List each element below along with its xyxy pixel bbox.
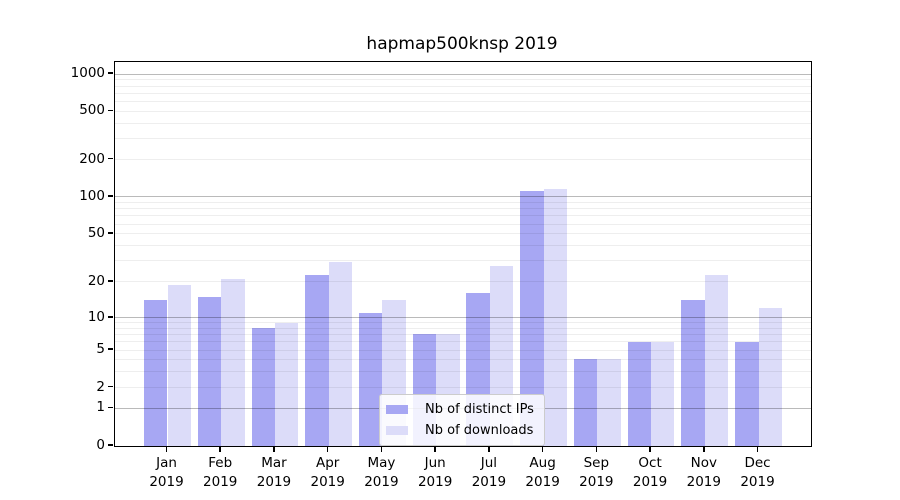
y-tick-mark bbox=[108, 385, 113, 388]
bar-downloads bbox=[221, 279, 245, 446]
y-tick-mark bbox=[108, 157, 113, 160]
x-tick-mark bbox=[541, 446, 544, 452]
y-tick-mark bbox=[108, 195, 113, 197]
bar-distinct-ips bbox=[520, 190, 544, 446]
bar-distinct-ips bbox=[681, 300, 705, 446]
x-tick-mark bbox=[380, 446, 383, 452]
y-tick-mark bbox=[108, 348, 113, 350]
bar-downloads bbox=[328, 262, 353, 446]
bar-distinct-ips bbox=[573, 359, 598, 446]
x-tick-label: Jul 2019 bbox=[471, 455, 507, 490]
y-tick-label: 500 bbox=[79, 102, 105, 119]
y-tick-label: 1000 bbox=[70, 65, 105, 82]
y-tick-label: 50 bbox=[87, 224, 105, 241]
bar-downloads bbox=[167, 284, 191, 446]
x-tick-label: Mar 2019 bbox=[256, 455, 292, 490]
y-tick-mark bbox=[108, 72, 113, 74]
y-tick-mark bbox=[108, 280, 113, 282]
legend-item: Nb of distinct IPs bbox=[386, 401, 534, 418]
y-tick-label: 20 bbox=[87, 272, 105, 289]
x-tick-mark bbox=[703, 446, 705, 452]
y-tick-mark bbox=[108, 109, 113, 112]
bar-downloads bbox=[543, 188, 567, 446]
x-tick-mark bbox=[273, 446, 275, 452]
x-tick-label: Dec 2019 bbox=[740, 455, 775, 490]
x-tick-label: Aug 2019 bbox=[525, 455, 560, 490]
bars-layer bbox=[115, 62, 811, 446]
bar-distinct-ips bbox=[144, 300, 168, 446]
x-tick-label: May 2019 bbox=[364, 455, 399, 490]
bar-downloads bbox=[758, 308, 782, 446]
x-tick-label: Nov 2019 bbox=[686, 455, 721, 490]
y-tick-label: 200 bbox=[79, 150, 105, 167]
y-tick-label: 2 bbox=[96, 378, 105, 395]
y-tick-label: 1 bbox=[96, 399, 105, 416]
legend: Nb of distinct IPs Nb of downloads bbox=[379, 394, 545, 446]
legend-item-label: Nb of distinct IPs bbox=[425, 402, 534, 417]
y-tick-label: 100 bbox=[79, 187, 105, 204]
x-tick-label: Oct 2019 bbox=[632, 455, 668, 490]
x-tick-label: Jan 2019 bbox=[149, 455, 184, 490]
bar-distinct-ips bbox=[627, 341, 652, 446]
legend-item: Nb of downloads bbox=[386, 422, 534, 439]
y-tick-mark bbox=[108, 406, 113, 409]
legend-item-label: Nb of downloads bbox=[425, 423, 534, 438]
bar-downloads bbox=[704, 274, 729, 446]
y-tick-mark bbox=[108, 316, 113, 318]
x-tick-label: Feb 2019 bbox=[203, 455, 238, 490]
x-tick-label: Jun 2019 bbox=[417, 455, 453, 490]
bar-distinct-ips bbox=[305, 274, 329, 446]
legend-swatch bbox=[386, 426, 408, 435]
x-tick-mark bbox=[434, 446, 436, 452]
bar-downloads bbox=[597, 359, 621, 446]
bar-downloads bbox=[274, 322, 299, 446]
x-tick-mark bbox=[326, 446, 329, 452]
y-tick-mark bbox=[108, 444, 113, 446]
bar-distinct-ips bbox=[735, 341, 759, 446]
y-tick-label: 5 bbox=[96, 341, 105, 358]
bar-distinct-ips bbox=[197, 296, 222, 446]
x-tick-mark bbox=[649, 446, 651, 452]
chart-title: hapmap500knsp 2019 bbox=[366, 34, 558, 54]
bar-downloads bbox=[651, 341, 675, 446]
x-tick-mark bbox=[488, 446, 490, 452]
x-tick-mark bbox=[219, 446, 221, 452]
bar-distinct-ips bbox=[251, 328, 275, 446]
y-tick-mark bbox=[108, 232, 113, 234]
y-tick-label: 0 bbox=[96, 437, 105, 453]
x-tick-mark bbox=[756, 446, 759, 452]
plot-area: Nb of distinct IPs Nb of downloads bbox=[114, 61, 812, 447]
x-tick-label: Apr 2019 bbox=[310, 455, 345, 490]
x-tick-mark bbox=[165, 446, 168, 452]
y-tick-label: 10 bbox=[87, 308, 105, 325]
legend-swatch bbox=[386, 405, 408, 414]
bar-distinct-ips bbox=[359, 312, 383, 446]
x-tick-label: Sep 2019 bbox=[579, 455, 614, 490]
x-tick-mark bbox=[595, 446, 598, 452]
